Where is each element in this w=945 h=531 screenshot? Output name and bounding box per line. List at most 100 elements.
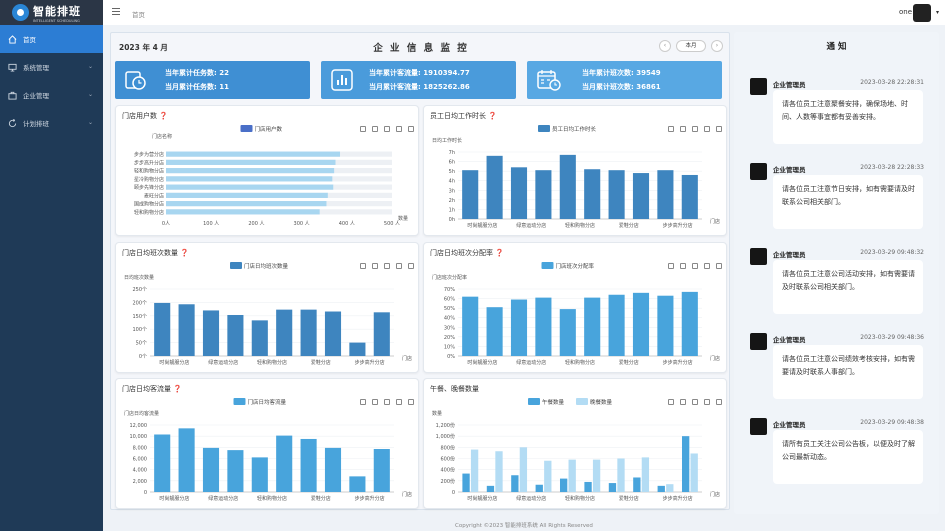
chart-title: 门店用户数 ❓: [122, 112, 168, 120]
help-icon[interactable]: ❓: [495, 249, 504, 257]
menu-item-system[interactable]: 系统管理 ⌄: [0, 53, 103, 81]
notice-sender: 企业管理员: [773, 251, 806, 259]
download-icon[interactable]: [716, 263, 722, 269]
y-tick-label: 400份: [440, 467, 455, 474]
next-month-button[interactable]: ›: [711, 40, 723, 52]
download-icon[interactable]: [716, 126, 722, 132]
line-switch-icon[interactable]: [372, 126, 378, 132]
bar: [592, 459, 601, 492]
line-switch-icon[interactable]: [680, 263, 686, 269]
y-tick-label: 2h: [449, 198, 455, 204]
download-icon[interactable]: [408, 263, 414, 269]
y-tick-label: 4,000: [133, 468, 147, 474]
line-switch-icon[interactable]: [680, 126, 686, 132]
bar: [166, 209, 320, 215]
restore-icon[interactable]: [396, 399, 402, 405]
menu-item-home[interactable]: 首页: [0, 25, 103, 53]
notice-item[interactable]: 企业管理员 2023-03-29 09:48:36 请各位员工注意公司绩效考核安…: [744, 329, 934, 399]
this-month-button[interactable]: 本月: [676, 40, 706, 52]
breadcrumb[interactable]: 首页: [132, 11, 145, 19]
legend-label: 晚餐数量: [590, 398, 613, 406]
hamburger-menu-icon[interactable]: [112, 8, 120, 15]
notice-text: 请各位员工注意聚餐安排，确保场地、时间、人数等事宜都有妥善安排。: [773, 90, 923, 144]
line-switch-icon[interactable]: [372, 399, 378, 405]
x-tick-label: 步步高升分店: [663, 495, 693, 502]
logo-mark-icon: [12, 4, 29, 21]
data-view-icon[interactable]: [668, 263, 674, 269]
menu-item-enterprise[interactable]: 企业管理 ⌄: [0, 81, 103, 109]
caret-down-icon[interactable]: ▾: [935, 9, 939, 16]
restore-icon[interactable]: [704, 263, 710, 269]
bar: [510, 167, 528, 219]
data-view-icon[interactable]: [668, 399, 674, 405]
y-tick-label: 10%: [444, 344, 455, 350]
bar: [251, 457, 268, 492]
help-icon[interactable]: ❓: [173, 385, 182, 393]
notice-item[interactable]: 企业管理员 2023-03-28 22:28:33 请各位员工注意节日安排，如有…: [744, 159, 934, 229]
notice-time: 2023-03-29 09:48:36: [860, 334, 924, 341]
chart-toolbox: [360, 126, 414, 132]
x-tick-label: 绿意运动分店: [208, 359, 238, 366]
avatar[interactable]: [913, 4, 931, 22]
notice-text: 请各位员工注意公司绩效考核安排，如有需要请及时联系人事部门。: [773, 345, 923, 399]
download-icon[interactable]: [408, 399, 414, 405]
notice-item[interactable]: 企业管理员 2023-03-29 09:48:32 请各位员工注意公司活动安排，…: [744, 244, 934, 314]
legend-label: 午餐数量: [542, 398, 565, 406]
legend-label: 门店用户数: [255, 125, 283, 133]
data-view-icon[interactable]: [360, 126, 366, 132]
restore-icon[interactable]: [704, 126, 710, 132]
bar-switch-icon[interactable]: [692, 263, 698, 269]
notice-item[interactable]: 企业管理员 2023-03-29 09:48:38 请所有员工关注公司公告板，以…: [744, 414, 934, 484]
notice-time: 2023-03-29 09:48:32: [860, 249, 924, 256]
stat-month-traffic: 当月累计客流量: 1825262.86: [369, 83, 470, 91]
legend-swatch: [240, 125, 253, 132]
bar: [300, 309, 317, 356]
bar: [633, 477, 641, 492]
x-tick-label: 500 人: [384, 221, 400, 227]
bar-switch-icon[interactable]: [692, 126, 698, 132]
menu-item-schedule[interactable]: 计划排班 ⌄: [0, 109, 103, 137]
y-tick-label: 70%: [444, 287, 455, 293]
avatar: [750, 333, 767, 350]
download-icon[interactable]: [716, 399, 722, 405]
prev-month-button[interactable]: ‹: [659, 40, 671, 52]
chart-card-shift-count: 门店日均班次数量 ❓ 门店日均班次数量 日均班次数量 0个 50个 100个 150个 20…: [115, 242, 419, 373]
line-switch-icon[interactable]: [680, 399, 686, 405]
y-tick-label: 100个: [132, 327, 147, 333]
x-axis-label: 门店: [710, 491, 720, 498]
data-view-icon[interactable]: [360, 263, 366, 269]
help-icon[interactable]: ❓: [488, 112, 497, 120]
line-switch-icon[interactable]: [372, 263, 378, 269]
notice-item[interactable]: 企业管理员 2023-03-28 22:28:31 请各位员工注意聚餐安排，确保…: [744, 74, 934, 144]
bar-switch-icon[interactable]: [384, 126, 390, 132]
page-title: 企 业 信 息 监 控: [373, 43, 469, 54]
restore-icon[interactable]: [396, 263, 402, 269]
bar: [559, 309, 576, 356]
username[interactable]: one: [898, 8, 912, 16]
y-tick-label: 轻和购物分店: [134, 168, 164, 175]
restore-icon[interactable]: [704, 399, 710, 405]
sidebar: 智能排班 INTELLIGENT SCHEDULING 首页 系统管理 ⌄ 企业…: [0, 0, 103, 531]
notice-sender: 企业管理员: [773, 166, 806, 174]
data-view-icon[interactable]: [668, 126, 674, 132]
help-icon[interactable]: ❓: [180, 249, 189, 257]
bar-switch-icon[interactable]: [384, 263, 390, 269]
bar: [559, 154, 576, 219]
bar: [470, 449, 479, 492]
y-tick-label: 3h: [449, 188, 455, 194]
logo[interactable]: 智能排班 INTELLIGENT SCHEDULING: [0, 0, 103, 25]
y-tick-label: 颐步先锋分店: [134, 184, 164, 191]
bar: [227, 314, 244, 356]
data-view-icon[interactable]: [360, 399, 366, 405]
bar: [166, 168, 335, 174]
y-tick-label: 20%: [444, 335, 455, 341]
bar-switch-icon[interactable]: [692, 399, 698, 405]
help-icon[interactable]: ❓: [159, 112, 168, 120]
x-tick-label: 绿意运动分店: [516, 359, 546, 366]
bar-switch-icon[interactable]: [384, 399, 390, 405]
chart-title: 员工日均工作时长 ❓: [430, 112, 497, 120]
restore-icon[interactable]: [396, 126, 402, 132]
x-tick-label: 100 人: [203, 221, 219, 227]
download-icon[interactable]: [408, 126, 414, 132]
